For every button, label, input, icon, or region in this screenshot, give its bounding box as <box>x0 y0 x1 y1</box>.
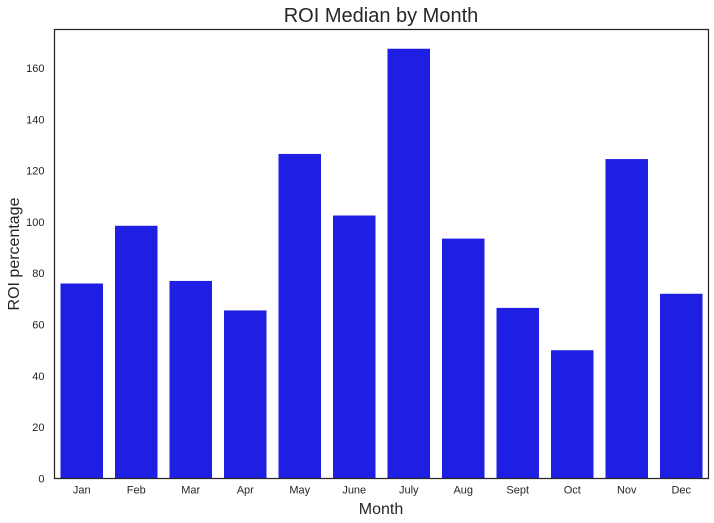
x-tick-label-apr: Apr <box>237 485 254 497</box>
y-tick-label-140: 140 <box>26 114 44 126</box>
y-tick-label-160: 160 <box>26 63 44 75</box>
plot-frame <box>53 28 710 480</box>
bar-dec <box>660 293 703 479</box>
x-tick-label-july: July <box>399 485 419 497</box>
bars-layer <box>60 48 703 479</box>
x-tick-label-sept: Sept <box>506 485 529 497</box>
x-tick-label-jan: Jan <box>73 485 91 497</box>
bar-may <box>278 153 322 479</box>
bar-june <box>333 215 376 479</box>
bar-aug <box>442 238 485 479</box>
bar-nov <box>605 159 649 479</box>
y-tick-label-120: 120 <box>26 166 44 178</box>
bar-oct <box>551 350 594 479</box>
y-axis-label: ROI percentage <box>6 197 23 310</box>
x-tick-label-mar: Mar <box>181 485 200 497</box>
y-tick-label-80: 80 <box>32 268 44 280</box>
y-tick-label-40: 40 <box>32 371 44 383</box>
x-tick-label-nov: Nov <box>617 485 637 497</box>
bar-sept <box>496 307 540 479</box>
y-tick-label-100: 100 <box>26 217 44 229</box>
x-tick-label-june: June <box>342 485 366 497</box>
chart-title: ROI Median by Month <box>284 5 479 27</box>
x-tick-label-aug: Aug <box>453 485 473 497</box>
y-tick-label-0: 0 <box>38 474 44 486</box>
bar-mar <box>169 280 213 479</box>
y-tick-label-60: 60 <box>32 320 44 332</box>
bar-july <box>387 48 431 479</box>
ticks-layer: Jan Feb Mar Apr May June July Aug Sept Oct Nov Dec 0… <box>26 63 691 497</box>
bar-apr <box>224 310 267 479</box>
x-tick-label-feb: Feb <box>127 485 146 497</box>
bar-jan <box>60 283 104 479</box>
y-tick-label-20: 20 <box>32 422 44 434</box>
bar-feb <box>115 225 158 479</box>
x-tick-label-oct: Oct <box>564 485 581 497</box>
x-tick-label-dec: Dec <box>671 485 691 497</box>
x-axis-label: Month <box>359 501 403 518</box>
x-tick-label-may: May <box>289 485 310 497</box>
